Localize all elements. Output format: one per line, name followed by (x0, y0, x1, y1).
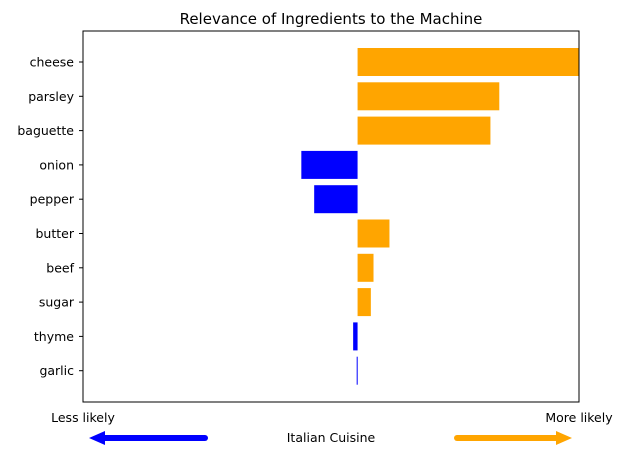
bar-sugar (357, 288, 371, 317)
bar-garlic (356, 356, 358, 385)
less-likely-label: Less likely (51, 410, 115, 425)
y-tick-label-sugar: sugar (39, 295, 75, 310)
x-axis-label: Italian Cuisine (287, 430, 376, 445)
bar-parsley (357, 82, 500, 111)
bars-group (301, 48, 579, 385)
y-tick-label-cheese: cheese (30, 55, 75, 70)
bar-baguette (357, 116, 491, 145)
y-tick-label-onion: onion (39, 157, 74, 172)
y-tick-label-baguette: baguette (17, 123, 74, 138)
bar-thyme (353, 322, 358, 351)
bar-beef (357, 253, 374, 282)
bar-onion (301, 150, 358, 179)
left-arrow-icon (89, 431, 208, 445)
y-tick-label-pepper: pepper (30, 192, 75, 207)
bar-butter (357, 219, 390, 248)
y-tick-label-parsley: parsley (28, 89, 74, 104)
more-likely-label: More likely (545, 410, 613, 425)
right-arrow-icon (454, 431, 572, 445)
bar-pepper (314, 185, 358, 214)
y-tick-label-garlic: garlic (39, 363, 74, 378)
y-tick-label-thyme: thyme (34, 329, 74, 344)
bar-cheese (357, 48, 579, 76)
y-tick-label-butter: butter (36, 226, 75, 241)
plot-frame (82, 30, 580, 403)
y-tick-labels: cheese parsley baguette onion pepper butter be… (17, 55, 83, 378)
y-tick-label-beef: beef (46, 260, 74, 275)
chart-title: Relevance of Ingredients to the Machine (180, 10, 483, 28)
